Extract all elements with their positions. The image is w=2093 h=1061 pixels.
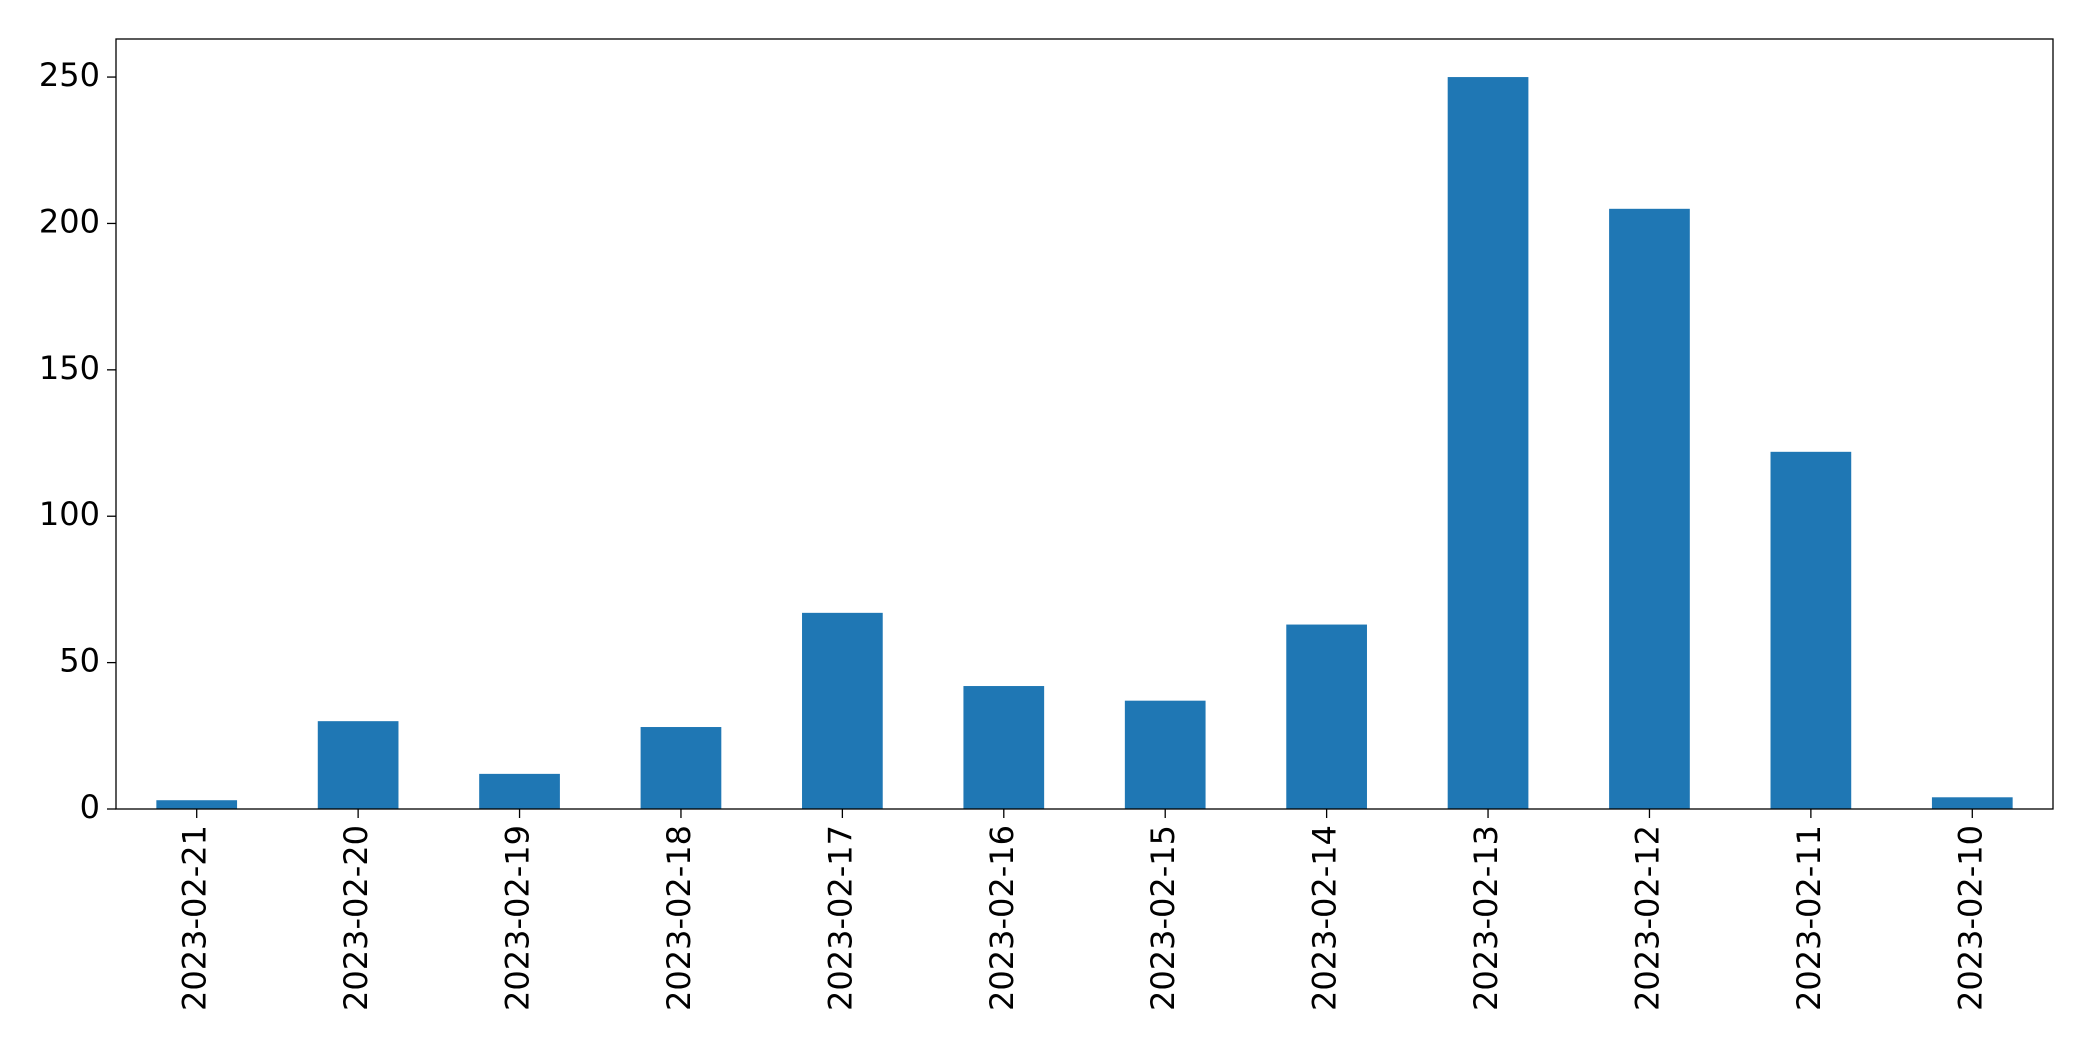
x-tick-label: 2023-02-12 xyxy=(1628,825,1666,1011)
x-tick-label: 2023-02-17 xyxy=(821,825,859,1011)
bar xyxy=(1609,208,1690,810)
x-tick-label: 2023-02-10 xyxy=(1951,825,1989,1011)
bar xyxy=(1447,77,1529,809)
x-tick-label: 2023-02-21 xyxy=(176,825,214,1011)
x-tick-label: 2023-02-15 xyxy=(1144,825,1182,1011)
x-tick-label: 2023-02-19 xyxy=(499,825,537,1011)
x-tick-label: 2023-02-13 xyxy=(1467,825,1505,1011)
bar xyxy=(479,773,560,809)
x-tick-label: 2023-02-20 xyxy=(337,825,375,1011)
bar xyxy=(1124,700,1206,809)
y-tick-label: 250 xyxy=(39,56,100,94)
y-tick-label: 50 xyxy=(59,642,100,680)
y-tick-label: 150 xyxy=(39,349,100,387)
bar xyxy=(1931,797,2013,809)
bar xyxy=(156,800,238,809)
bar xyxy=(963,686,1045,809)
bar xyxy=(1286,624,1367,809)
y-tick-label: 200 xyxy=(39,202,100,240)
x-tick-label: 2023-02-16 xyxy=(983,825,1021,1011)
x-tick-label: 2023-02-11 xyxy=(1790,825,1828,1011)
bar xyxy=(317,721,399,809)
x-tick-label: 2023-02-18 xyxy=(660,825,698,1011)
bar xyxy=(802,612,883,809)
y-tick-label: 0 xyxy=(80,788,100,826)
bar xyxy=(1770,451,1852,809)
plot-frame xyxy=(115,38,2054,810)
y-tick-label: 100 xyxy=(39,495,100,533)
x-tick-label: 2023-02-14 xyxy=(1306,825,1344,1011)
bar xyxy=(640,727,722,809)
